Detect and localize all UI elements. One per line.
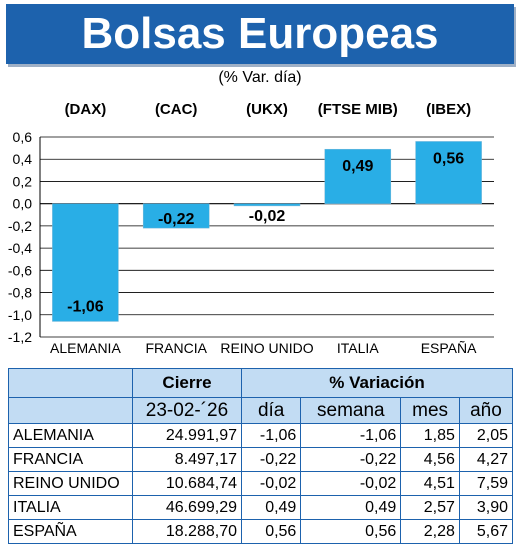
header-cierre: Cierre bbox=[132, 368, 242, 398]
y-tick-label: 0,2 bbox=[13, 173, 33, 189]
table-row: REINO UNIDO 10.684,74 -0,02 -0,02 4,51 7… bbox=[8, 471, 514, 496]
row-year: 5,67 bbox=[458, 519, 514, 544]
bar-chart: 0,6 0,4 0,2 0,0 -0,2 -0,4 -0,6 -0,8 -1,0 -1,2 (DAX… bbox=[8, 101, 494, 356]
row-month: 1,85 bbox=[400, 423, 460, 448]
chart-subtitle: (% Var. día) bbox=[218, 69, 302, 86]
category-label: ESPAÑA bbox=[421, 340, 477, 356]
table-row: ESPAÑA 18.288,70 0,56 0,56 2,28 5,67 bbox=[8, 519, 514, 544]
index-label: (DAX) bbox=[65, 101, 107, 118]
row-country: FRANCIA bbox=[8, 447, 133, 472]
header-variacion: % Variación bbox=[241, 368, 513, 398]
category-label: ITALIA bbox=[337, 340, 379, 356]
row-year: 2,05 bbox=[458, 423, 514, 448]
y-tick-label: -1,2 bbox=[8, 329, 32, 345]
row-week: -0,22 bbox=[300, 447, 402, 472]
row-close: 18.288,70 bbox=[132, 519, 242, 544]
header-mes: mes bbox=[400, 397, 460, 424]
row-country: ALEMANIA bbox=[8, 423, 133, 448]
row-year: 3,90 bbox=[458, 495, 514, 520]
table-row: ITALIA 46.699,29 0,49 0,49 2,57 3,90 bbox=[8, 495, 514, 520]
bar bbox=[142, 203, 210, 229]
table-corner-2 bbox=[8, 397, 133, 424]
y-tick-label: 0,4 bbox=[13, 151, 33, 167]
row-country: ESPAÑA bbox=[8, 519, 133, 544]
index-label: (CAC) bbox=[155, 101, 198, 118]
index-label: (IBEX) bbox=[426, 101, 471, 118]
y-tick-label: 0,6 bbox=[13, 129, 33, 145]
row-month: 2,57 bbox=[400, 495, 460, 520]
category-label: ALEMANIA bbox=[50, 340, 121, 356]
bar bbox=[324, 148, 392, 204]
table-row: FRANCIA 8.497,17 -0,22 -0,22 4,56 4,27 bbox=[8, 447, 514, 472]
row-year: 7,59 bbox=[458, 471, 514, 496]
header-dia: día bbox=[240, 397, 302, 424]
y-tick-label: -1,0 bbox=[8, 307, 32, 323]
row-day: -1,06 bbox=[240, 423, 302, 448]
index-label: (FTSE MIB) bbox=[318, 101, 398, 118]
row-week: 0,56 bbox=[300, 519, 402, 544]
row-week: -0,02 bbox=[300, 471, 402, 496]
y-tick-label: -0,6 bbox=[8, 262, 32, 278]
row-year: 4,27 bbox=[458, 447, 514, 472]
row-close: 10.684,74 bbox=[132, 471, 242, 496]
row-day: 0,49 bbox=[240, 495, 302, 520]
row-country: REINO UNIDO bbox=[8, 471, 133, 496]
row-close: 24.991,97 bbox=[132, 423, 242, 448]
row-week: -1,06 bbox=[300, 423, 402, 448]
market-table: Cierre % Variación 23-02-´26 día semana … bbox=[8, 368, 514, 544]
table-corner bbox=[8, 368, 133, 398]
value-label: -0,02 bbox=[249, 208, 286, 225]
table-row: ALEMANIA 24.991,97 -1,06 -1,06 1,85 2,05 bbox=[8, 423, 514, 448]
chart-title: Bolsas Europeas bbox=[6, 4, 514, 64]
value-label: -0,22 bbox=[158, 211, 195, 228]
header-ano: año bbox=[458, 397, 514, 424]
row-week: 0,49 bbox=[300, 495, 402, 520]
value-label: -1,06 bbox=[67, 298, 104, 315]
bar bbox=[415, 141, 482, 204]
row-month: 2,28 bbox=[400, 519, 460, 544]
row-country: ITALIA bbox=[8, 495, 133, 520]
index-label: (UKX) bbox=[246, 101, 288, 118]
y-tick-label: -0,8 bbox=[8, 285, 32, 301]
header-date: 23-02-´26 bbox=[132, 397, 242, 424]
row-month: 4,56 bbox=[400, 447, 460, 472]
category-label: REINO UNIDO bbox=[220, 340, 313, 356]
header-semana: semana bbox=[300, 397, 402, 424]
y-tick-label: -0,2 bbox=[8, 218, 32, 234]
bar bbox=[233, 203, 301, 207]
row-day: -0,22 bbox=[240, 447, 302, 472]
category-label: FRANCIA bbox=[145, 340, 207, 356]
row-day: 0,56 bbox=[240, 519, 302, 544]
y-tick-label: 0,0 bbox=[13, 196, 33, 212]
row-close: 8.497,17 bbox=[132, 447, 242, 472]
value-label: 0,49 bbox=[342, 158, 373, 175]
value-label: 0,56 bbox=[433, 150, 464, 167]
y-tick-label: -0,4 bbox=[8, 240, 32, 256]
bar bbox=[52, 203, 119, 322]
row-month: 4,51 bbox=[400, 471, 460, 496]
row-close: 46.699,29 bbox=[132, 495, 242, 520]
row-day: -0,02 bbox=[240, 471, 302, 496]
